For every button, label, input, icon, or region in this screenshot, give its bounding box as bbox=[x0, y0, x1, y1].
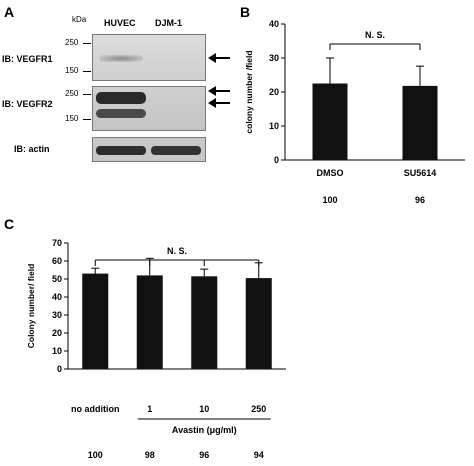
blot-label-actin: IB: actin bbox=[14, 144, 50, 154]
marker-150-vegfr2: 150 bbox=[65, 114, 79, 123]
kda-label: kDa bbox=[72, 15, 87, 24]
y-tick-label: 10 bbox=[269, 121, 279, 131]
y-axis-label: Colony number/ field bbox=[26, 264, 36, 349]
arrow-icon bbox=[208, 98, 230, 108]
marker-250-vegfr2: 250 bbox=[65, 89, 79, 98]
below-value: 100 bbox=[322, 195, 337, 204]
y-tick-label: 10 bbox=[52, 346, 62, 356]
below-value: 100 bbox=[88, 450, 103, 460]
marker-tick bbox=[83, 71, 91, 72]
bar bbox=[82, 273, 109, 369]
below-value: 98 bbox=[145, 450, 155, 460]
x-tick-label: 250 bbox=[251, 404, 266, 414]
y-tick-label: 0 bbox=[274, 155, 279, 165]
band-huvec-vegfr2-lower bbox=[96, 109, 146, 118]
y-tick-label: 70 bbox=[52, 238, 62, 248]
arrow-icon bbox=[208, 86, 230, 96]
band-huvec-actin bbox=[96, 146, 146, 155]
arrow-icon bbox=[208, 53, 230, 63]
band-huvec-vegfr1 bbox=[99, 55, 143, 62]
x-tick-label: 10 bbox=[199, 404, 209, 414]
y-tick-label: 40 bbox=[52, 292, 62, 302]
blot-actin bbox=[92, 137, 206, 162]
bar bbox=[402, 85, 438, 160]
lane-label-huvec: HUVEC bbox=[104, 18, 136, 28]
bar bbox=[245, 278, 272, 369]
significance-label: N. S. bbox=[167, 246, 187, 256]
significance-label: N. S. bbox=[365, 30, 385, 40]
marker-tick bbox=[83, 94, 91, 95]
marker-150-vegfr1: 150 bbox=[65, 66, 79, 75]
y-tick-label: 20 bbox=[269, 87, 279, 97]
panel-c-letter: C bbox=[4, 216, 15, 232]
marker-tick bbox=[83, 43, 91, 44]
chart-c: 0 10 20 30 40 50 60 70 Colony number/ field no ad… bbox=[26, 238, 286, 460]
panel-b-letter: B bbox=[240, 4, 251, 20]
band-djm1-actin bbox=[151, 146, 201, 155]
lane-label-djm1: DJM-1 bbox=[155, 18, 183, 28]
x-tick-label: no addition bbox=[71, 404, 120, 414]
bar bbox=[191, 276, 218, 369]
bar bbox=[136, 275, 163, 369]
below-value: 96 bbox=[415, 195, 425, 204]
below-value: 94 bbox=[254, 450, 264, 460]
y-tick-label: 60 bbox=[52, 256, 62, 266]
blot-label-vegfr1: IB: VEGFR1 bbox=[2, 54, 53, 64]
band-huvec-vegfr2-upper bbox=[96, 92, 146, 104]
below-value: 96 bbox=[199, 450, 209, 460]
y-tick-label: 0 bbox=[57, 364, 62, 374]
x-tick-label: SU5614 bbox=[404, 168, 437, 178]
x-tick-label: DMSO bbox=[317, 168, 344, 178]
chart-b: 0 10 20 30 40 colony number /field DMSO 100 SU56… bbox=[244, 19, 465, 204]
blot-vegfr1 bbox=[92, 34, 206, 81]
y-tick-label: 30 bbox=[269, 53, 279, 63]
y-axis-label: colony number /field bbox=[244, 50, 254, 133]
marker-250-vegfr1: 250 bbox=[65, 38, 79, 47]
y-tick-label: 20 bbox=[52, 328, 62, 338]
marker-tick bbox=[83, 119, 91, 120]
y-tick-label: 50 bbox=[52, 274, 62, 284]
blot-arrows bbox=[208, 53, 230, 108]
y-tick-label: 40 bbox=[269, 19, 279, 29]
bar bbox=[312, 83, 348, 160]
x-tick-label: 1 bbox=[147, 404, 152, 414]
panel-a-letter: A bbox=[4, 4, 15, 20]
y-tick-label: 30 bbox=[52, 310, 62, 320]
blot-vegfr2 bbox=[92, 86, 206, 131]
group-label: Avastin (μg/ml) bbox=[172, 425, 237, 435]
blot-label-vegfr2: IB: VEGFR2 bbox=[2, 99, 53, 109]
